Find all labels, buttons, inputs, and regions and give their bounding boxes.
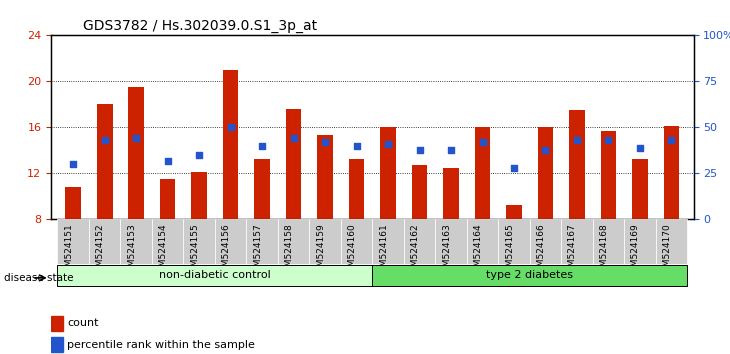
Point [634, 145, 646, 150]
Bar [474, 127, 491, 219]
Text: GSM524153: GSM524153 [127, 223, 136, 278]
Text: GSM524158: GSM524158 [285, 223, 293, 278]
Bar [318, 136, 333, 219]
Text: GSM524170: GSM524170 [662, 223, 672, 278]
FancyBboxPatch shape [561, 219, 593, 264]
Bar [412, 165, 427, 219]
Bar [349, 159, 364, 219]
Point [193, 152, 205, 158]
Point [666, 137, 677, 143]
FancyBboxPatch shape [89, 219, 120, 264]
FancyBboxPatch shape [499, 219, 530, 264]
FancyBboxPatch shape [435, 219, 466, 264]
Point [162, 158, 174, 164]
Text: GSM524162: GSM524162 [410, 223, 420, 278]
FancyBboxPatch shape [466, 219, 499, 264]
Point [256, 143, 268, 149]
FancyBboxPatch shape [624, 219, 656, 264]
Text: GSM524159: GSM524159 [316, 223, 325, 278]
Bar [51, 316, 63, 331]
Text: GSM524151: GSM524151 [64, 223, 73, 278]
Bar [254, 159, 270, 219]
Point [319, 139, 331, 145]
Text: GSM524154: GSM524154 [158, 223, 168, 278]
Text: GSM524165: GSM524165 [505, 223, 514, 278]
FancyBboxPatch shape [278, 219, 310, 264]
Bar [380, 127, 396, 219]
FancyBboxPatch shape [404, 219, 435, 264]
Text: GSM524152: GSM524152 [96, 223, 104, 278]
FancyBboxPatch shape [58, 265, 372, 286]
Text: GSM524166: GSM524166 [537, 223, 545, 278]
Text: GDS3782 / Hs.302039.0.S1_3p_at: GDS3782 / Hs.302039.0.S1_3p_at [83, 19, 318, 33]
Point [508, 165, 520, 171]
Point [130, 136, 142, 141]
Point [67, 161, 79, 167]
Point [603, 137, 615, 143]
Bar [569, 110, 585, 219]
FancyBboxPatch shape [372, 219, 404, 264]
Bar [191, 172, 207, 219]
Text: GSM524161: GSM524161 [379, 223, 388, 278]
Text: percentile rank within the sample: percentile rank within the sample [67, 339, 255, 350]
Bar [223, 70, 239, 219]
Bar [160, 179, 175, 219]
Point [288, 136, 299, 141]
Point [539, 147, 551, 152]
Text: GSM524160: GSM524160 [347, 223, 356, 278]
FancyBboxPatch shape [372, 265, 687, 286]
Point [477, 139, 488, 145]
Bar [443, 168, 459, 219]
FancyBboxPatch shape [341, 219, 372, 264]
Text: type 2 diabetes: type 2 diabetes [486, 270, 573, 280]
FancyBboxPatch shape [530, 219, 561, 264]
FancyBboxPatch shape [120, 219, 152, 264]
FancyBboxPatch shape [656, 219, 687, 264]
FancyBboxPatch shape [593, 219, 624, 264]
Text: GSM524164: GSM524164 [474, 223, 483, 278]
Text: GSM524169: GSM524169 [631, 223, 640, 278]
FancyBboxPatch shape [152, 219, 183, 264]
Point [383, 141, 394, 147]
Text: GSM524157: GSM524157 [253, 223, 262, 278]
Text: GSM524156: GSM524156 [222, 223, 231, 278]
Point [414, 147, 426, 152]
Bar [506, 205, 522, 219]
Point [350, 143, 362, 149]
Bar [664, 126, 680, 219]
Point [99, 137, 110, 143]
Text: non-diabetic control: non-diabetic control [159, 270, 271, 280]
Bar [632, 159, 648, 219]
FancyBboxPatch shape [58, 219, 89, 264]
Text: GSM524155: GSM524155 [190, 223, 199, 278]
Point [445, 147, 457, 152]
Bar [285, 109, 301, 219]
FancyBboxPatch shape [183, 219, 215, 264]
Bar [601, 131, 616, 219]
Point [225, 125, 237, 130]
Bar [65, 187, 81, 219]
Bar [128, 87, 144, 219]
FancyBboxPatch shape [310, 219, 341, 264]
Text: GSM524168: GSM524168 [599, 223, 609, 278]
Text: count: count [67, 318, 99, 329]
Bar [51, 337, 63, 352]
Bar [537, 127, 553, 219]
FancyBboxPatch shape [246, 219, 278, 264]
Point [571, 137, 583, 143]
Text: GSM524167: GSM524167 [568, 223, 577, 278]
FancyBboxPatch shape [215, 219, 246, 264]
Text: GSM524163: GSM524163 [442, 223, 451, 278]
Bar [97, 104, 112, 219]
Text: disease state: disease state [4, 273, 73, 283]
